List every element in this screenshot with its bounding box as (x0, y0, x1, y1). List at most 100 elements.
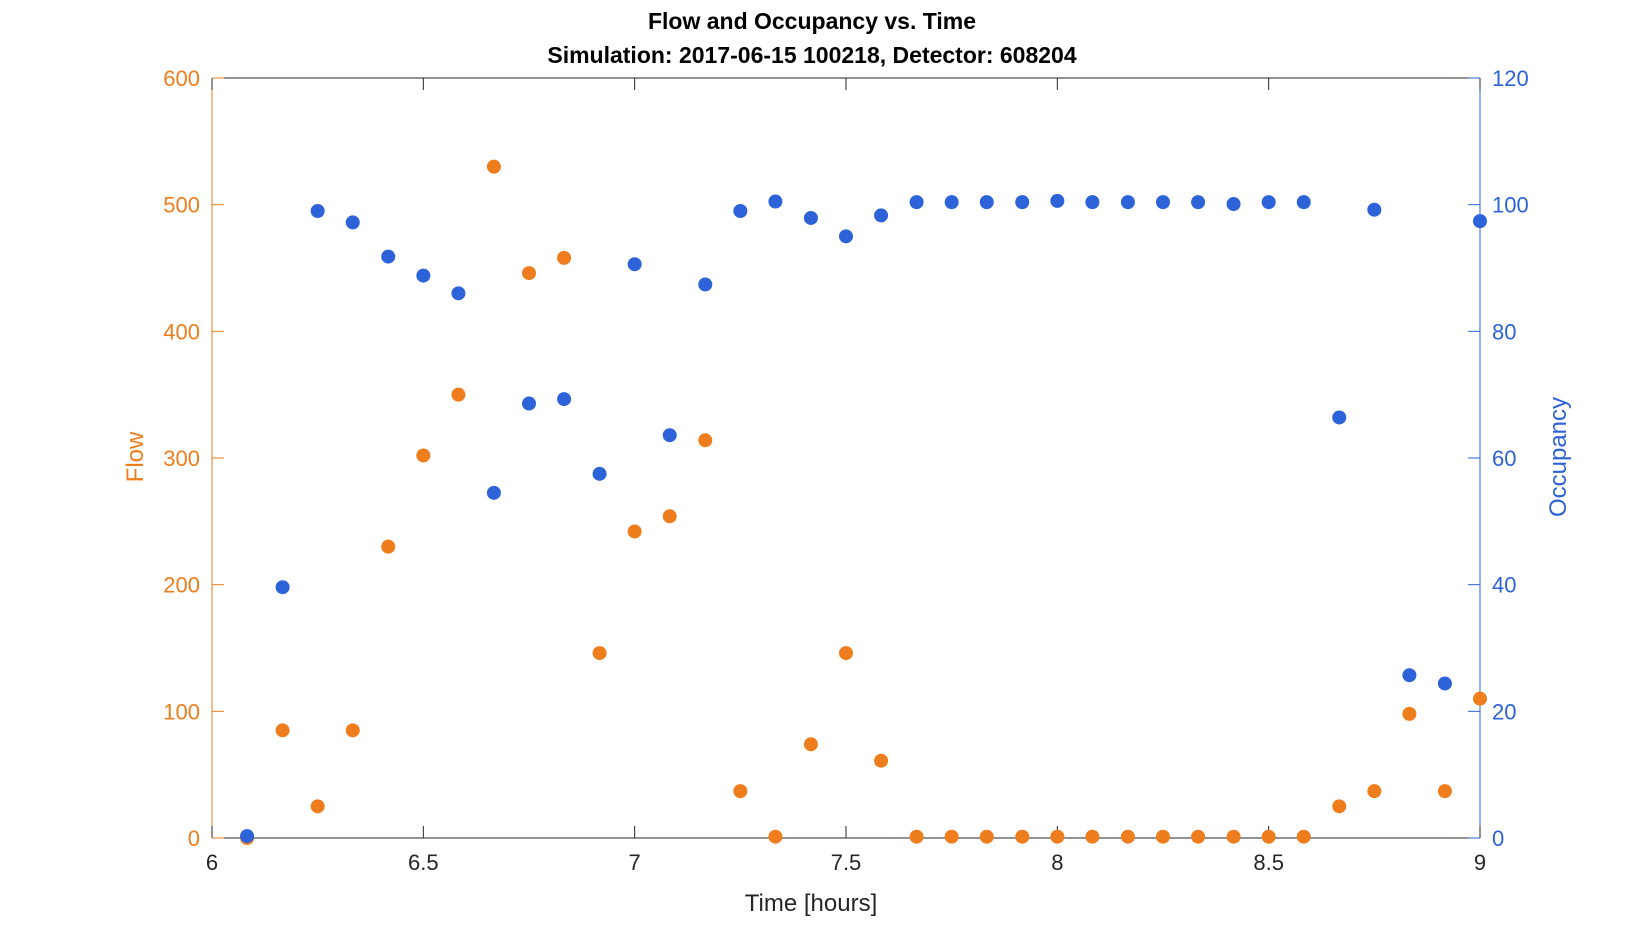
x-axis-label: Time [hours] (745, 890, 877, 917)
occupancy-point (1296, 195, 1311, 210)
x-tick-label: 6.5 (408, 850, 439, 875)
occupancy-point (592, 466, 607, 481)
occupancy-point (768, 194, 783, 209)
occupancy-point (1015, 195, 1030, 210)
flow-point (1473, 691, 1487, 706)
flow-point (1402, 706, 1417, 721)
occupancy-point (662, 428, 677, 443)
left-y-tick-label: 600 (163, 66, 200, 91)
occupancy-point (874, 208, 889, 223)
left-y-tick-label: 500 (163, 193, 200, 218)
occupancy-point (1332, 410, 1347, 425)
flow-point (1050, 829, 1065, 844)
left-y-axis-ticks: 0 100 200 300 400 500 600 (163, 66, 224, 851)
right-y-tick-label: 20 (1492, 699, 1516, 724)
flow-point (733, 784, 748, 799)
occupancy-point (1050, 193, 1065, 208)
flow-point (839, 646, 853, 661)
x-tick-label: 7 (629, 850, 641, 875)
occupancy-point (1120, 195, 1135, 210)
flow-point (768, 829, 783, 844)
chart-title: Flow and Occupancy vs. Time (648, 8, 976, 34)
occupancy-point (522, 396, 536, 411)
x-tick-label: 7.5 (831, 850, 862, 875)
occupancy-point (486, 485, 501, 500)
flow-point (627, 524, 642, 539)
right-y-tick-label: 80 (1492, 319, 1516, 344)
flow-point (522, 266, 536, 281)
left-y-tick-label: 300 (163, 446, 200, 471)
flow-point (1367, 784, 1382, 799)
occupancy-point (451, 286, 466, 301)
flow-point (557, 250, 572, 265)
flow-point (275, 723, 290, 738)
occupancy-point (240, 829, 255, 844)
occupancy-point (416, 268, 431, 283)
flow-point (381, 539, 396, 554)
occupancy-point (1261, 195, 1276, 210)
flow-point (874, 753, 889, 768)
occupancy-point (733, 204, 748, 218)
occupancy-point (1437, 676, 1452, 691)
flow-point (1332, 799, 1347, 814)
flow-point (944, 829, 959, 844)
flow-point (698, 433, 713, 448)
x-tick-label: 8 (1051, 850, 1063, 875)
occupancy-point (944, 195, 959, 210)
occupancy-point (310, 204, 325, 218)
right-y-tick-label: 60 (1492, 446, 1516, 471)
flow-point (1296, 829, 1311, 844)
occupancy-point (698, 277, 713, 292)
flow-point (1226, 829, 1241, 844)
occupancy-point (1226, 197, 1241, 212)
flow-point (1120, 829, 1135, 844)
x-tick-label: 8.5 (1253, 850, 1284, 875)
occupancy-point (627, 257, 642, 272)
right-y-axis-ticks: 0 20 40 60 80 100 120 (1468, 66, 1529, 851)
right-y-tick-label: 120 (1492, 66, 1529, 91)
right-y-axis-label: Occupancy (1545, 397, 1572, 517)
flow-point (416, 448, 431, 463)
occupancy-series (240, 193, 1487, 844)
right-y-tick-label: 40 (1492, 573, 1516, 598)
axes-frame (211, 77, 1481, 839)
flow-point (310, 799, 325, 814)
occupancy-point (839, 229, 853, 244)
occupancy-point (803, 210, 818, 225)
flow-point (486, 159, 501, 174)
flow-point (662, 509, 677, 524)
occupancy-point (1085, 195, 1100, 210)
left-y-tick-label: 200 (163, 573, 200, 598)
x-tick-label: 9 (1474, 850, 1486, 875)
left-y-tick-label: 100 (163, 699, 200, 724)
left-y-tick-label: 0 (188, 826, 200, 851)
right-y-tick-label: 0 (1492, 826, 1504, 851)
flow-point (592, 646, 607, 661)
occupancy-point (909, 195, 924, 210)
occupancy-point (1191, 195, 1206, 210)
flow-point (979, 829, 994, 844)
chart-subtitle: Simulation: 2017-06-15 100218, Detector:… (547, 42, 1076, 68)
occupancy-point (1473, 214, 1487, 229)
occupancy-point (979, 195, 994, 210)
occupancy-point (1402, 668, 1417, 683)
right-y-tick-label: 100 (1492, 193, 1529, 218)
occupancy-point (1367, 202, 1382, 217)
flow-series (240, 159, 1487, 845)
left-y-tick-label: 400 (163, 319, 200, 344)
flow-point (1437, 784, 1452, 799)
occupancy-point (1156, 195, 1170, 210)
flow-point (451, 387, 466, 402)
flow-point (803, 737, 818, 752)
flow-point (1191, 829, 1206, 844)
flow-point (1261, 829, 1276, 844)
occupancy-point (557, 392, 572, 407)
x-axis-ticks: 6 6.5 7 7.5 8 8.5 9 (206, 78, 1486, 875)
flow-point (345, 723, 360, 738)
x-tick-label: 6 (206, 850, 218, 875)
occupancy-point (275, 580, 290, 595)
occupancy-point (345, 215, 360, 230)
flow-point (1085, 829, 1100, 844)
occupancy-point (381, 249, 396, 264)
